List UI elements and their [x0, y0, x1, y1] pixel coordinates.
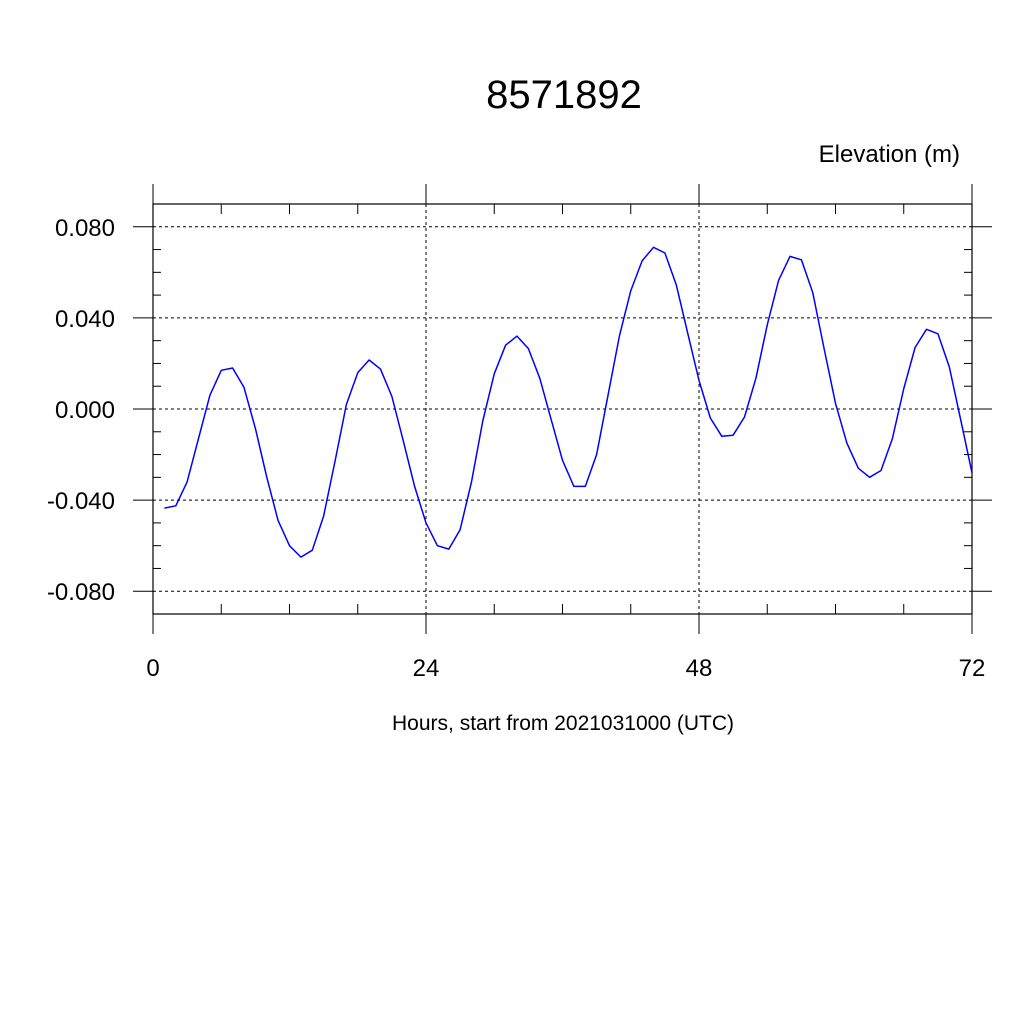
series-layer — [164, 246, 973, 558]
x-tick-label: 24 — [413, 655, 440, 682]
tick-labels: 0 24 48 72 -0.080 -0.040 0.000 0.040 0.080 — [47, 215, 985, 682]
x-tick-label: 0 — [146, 655, 159, 682]
y-tick-label: 0.000 — [55, 397, 115, 424]
x-tick-label: 72 — [959, 655, 986, 682]
y-tick-label: 0.040 — [55, 306, 115, 333]
axes — [133, 184, 992, 634]
x-tick-label: 48 — [686, 655, 713, 682]
y-tick-label: 0.080 — [55, 215, 115, 242]
chart-title: 8571892 — [486, 73, 642, 117]
chart-subtitle: Elevation (m) — [819, 141, 960, 168]
y-tick-label: -0.040 — [47, 488, 115, 515]
x-axis-label: Hours, start from 2021031000 (UTC) — [392, 712, 734, 735]
y-tick-label: -0.080 — [47, 579, 115, 606]
series-line — [164, 246, 973, 558]
grid — [153, 204, 972, 614]
